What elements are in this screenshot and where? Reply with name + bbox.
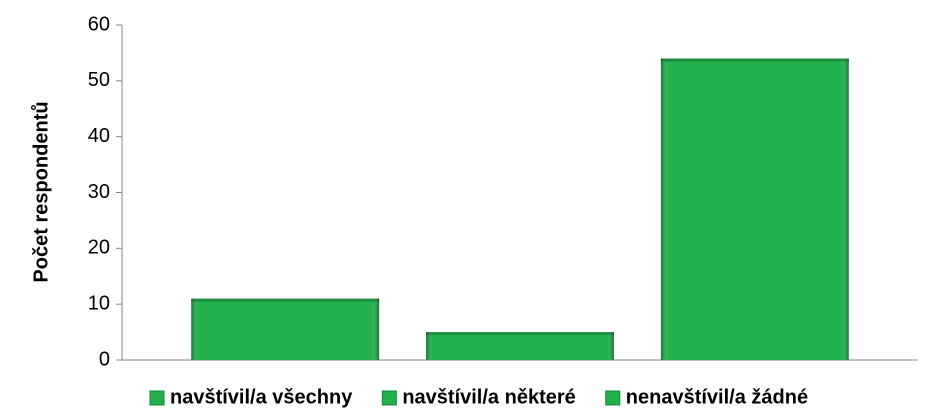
y-tick-label: 20 xyxy=(88,237,110,259)
y-axis-label: Počet respondentů xyxy=(30,101,52,282)
legend-label: navštívil/a některé xyxy=(402,386,575,408)
y-tick-label: 30 xyxy=(88,181,110,203)
y-tick-label: 10 xyxy=(88,292,110,314)
legend-swatch xyxy=(381,390,397,406)
bar-bevel-top xyxy=(191,298,380,302)
bar xyxy=(660,58,849,360)
y-tick-label: 40 xyxy=(88,125,110,147)
legend-label: nenavštívil/a žádné xyxy=(626,386,808,408)
y-tick-label: 0 xyxy=(99,348,110,370)
bar-bevel-top xyxy=(660,58,849,62)
legend-swatch xyxy=(605,390,621,406)
bar-bevel-top xyxy=(426,332,614,336)
bar xyxy=(426,332,614,360)
y-tick-label: 50 xyxy=(88,69,110,91)
legend-label: navštívil/a všechny xyxy=(170,386,353,408)
y-tick-label: 60 xyxy=(88,13,110,35)
bar xyxy=(191,298,380,360)
legend-swatch xyxy=(149,390,165,406)
